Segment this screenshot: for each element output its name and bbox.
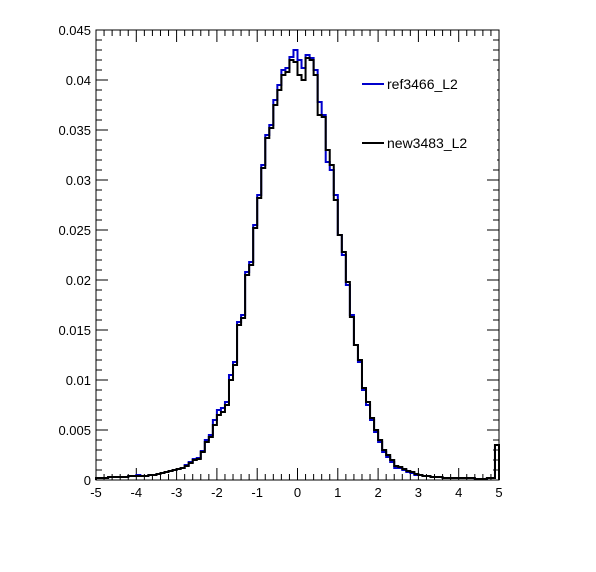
y-tick-label: 0 bbox=[84, 473, 91, 488]
y-tick-label: 0.045 bbox=[58, 23, 91, 38]
x-tick-label: 3 bbox=[415, 485, 422, 500]
x-tick-label: 2 bbox=[374, 485, 381, 500]
legend: ref3466_L2 new3483_L2 bbox=[355, 61, 497, 169]
y-tick-label: 0.01 bbox=[66, 373, 91, 388]
legend-box bbox=[355, 61, 497, 169]
y-tick-label: 0.03 bbox=[66, 173, 91, 188]
y-tick-label: 0.025 bbox=[58, 223, 91, 238]
x-tick-label: -5 bbox=[90, 485, 102, 500]
x-tick-label: 4 bbox=[455, 485, 462, 500]
x-tick-label: 5 bbox=[495, 485, 502, 500]
axis-tick-labels: -5 -4 -3 -2 -1 0 1 2 3 4 5 0 0.005 0.01 0.015 0.02 0.025… bbox=[58, 23, 502, 500]
legend-label: new3483_L2 bbox=[387, 135, 467, 151]
y-tick-label: 0.005 bbox=[58, 423, 91, 438]
histogram-series bbox=[95, 49, 500, 480]
legend-label: ref3466_L2 bbox=[387, 76, 458, 92]
series-line-new3483_L2 bbox=[95, 57, 500, 480]
x-tick-label: 0 bbox=[294, 485, 301, 500]
x-tick-label: -4 bbox=[131, 485, 143, 500]
y-tick-label: 0.035 bbox=[58, 123, 91, 138]
y-tick-label: 0.02 bbox=[66, 273, 91, 288]
x-tick-label: 1 bbox=[334, 485, 341, 500]
axis-ticks bbox=[95, 29, 500, 481]
y-tick-label: 0.015 bbox=[58, 323, 91, 338]
y-tick-label: 0.04 bbox=[66, 73, 91, 88]
x-tick-label: -1 bbox=[251, 485, 263, 500]
x-tick-label: -2 bbox=[211, 485, 223, 500]
x-tick-label: -3 bbox=[171, 485, 183, 500]
